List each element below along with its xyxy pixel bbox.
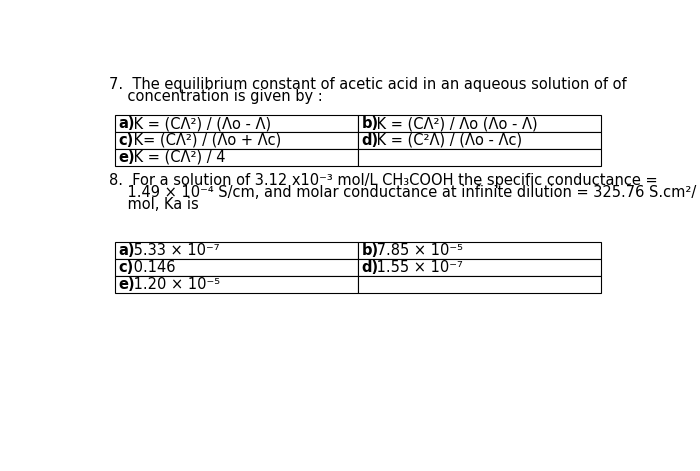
Text: a): a) [118,243,135,258]
Text: a): a) [118,116,135,131]
Bar [115,149,358,166]
Text: K = (CΛ²) / Λo (Λo - Λ): K = (CΛ²) / Λo (Λo - Λ) [372,116,538,131]
Text: b): b) [362,243,379,258]
Text: concentration is given by :: concentration is given by : [109,89,323,104]
Text: c): c) [118,260,134,275]
Bar [358,276,601,293]
Text: c): c) [118,133,134,148]
Text: 1.49 × 10⁻⁴ S/cm, and molar conductance at infinite dilution = 325.76 S.cm²/: 1.49 × 10⁻⁴ S/cm, and molar conductance … [109,185,696,200]
Bar [115,242,358,259]
Text: d): d) [362,133,379,148]
Bar [358,242,601,259]
Text: 7.  The equilibrium constant of acetic acid in an aqueous solution of of: 7. The equilibrium constant of acetic ac… [109,77,626,91]
Text: K = (C²Λ) / (Λo - Λc): K = (C²Λ) / (Λo - Λc) [372,133,522,148]
Text: 1.55 × 10⁻⁷: 1.55 × 10⁻⁷ [372,260,463,275]
Text: e): e) [118,150,135,165]
Text: e): e) [118,277,135,292]
Text: K = (CΛ²) / (Λo - Λ): K = (CΛ²) / (Λo - Λ) [129,116,271,131]
Bar [115,132,358,149]
Text: 1.20 × 10⁻⁵: 1.20 × 10⁻⁵ [129,277,220,292]
Text: b): b) [362,116,379,131]
Bar [358,132,601,149]
Bar [358,115,601,132]
Bar [115,276,358,293]
Bar [358,259,601,276]
Text: d): d) [362,260,379,275]
Bar [358,149,601,166]
Bar [115,115,358,132]
Text: 8.  For a solution of 3.12 x10⁻³ mol/L CH₃COOH the specific conductance =: 8. For a solution of 3.12 x10⁻³ mol/L CH… [109,173,658,188]
Text: mol, Ka is: mol, Ka is [109,197,199,212]
Text: K= (CΛ²) / (Λo + Λc): K= (CΛ²) / (Λo + Λc) [129,133,281,148]
Text: 0.146: 0.146 [129,260,175,275]
Text: 7.85 × 10⁻⁵: 7.85 × 10⁻⁵ [372,243,463,258]
Text: K = (CΛ²) / 4: K = (CΛ²) / 4 [129,150,225,165]
Bar [115,259,358,276]
Text: 5.33 × 10⁻⁷: 5.33 × 10⁻⁷ [129,243,219,258]
